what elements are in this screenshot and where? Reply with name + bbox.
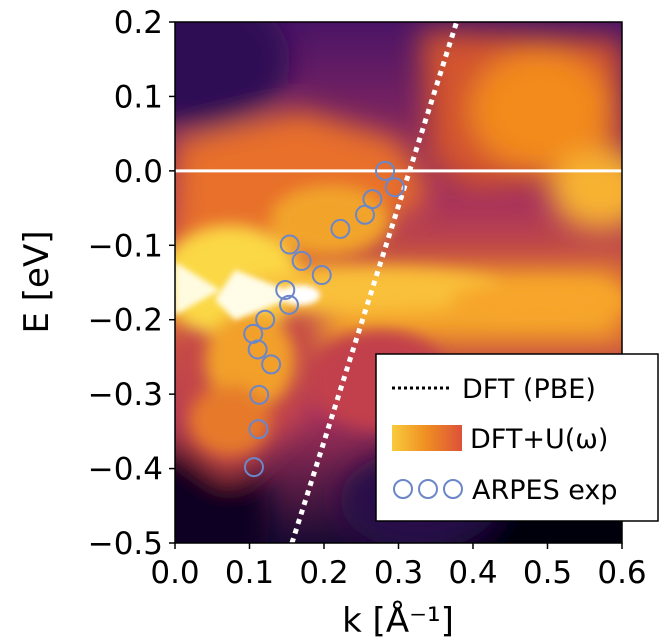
y-tick-label: 0.1: [114, 79, 163, 115]
legend-dftu-label: DFT+U(ω): [470, 424, 608, 455]
x-tick-label: 0.2: [299, 555, 348, 591]
x-tick-label: 0.1: [225, 555, 274, 591]
arpes-point: [384, 177, 405, 198]
y-tick-label: 0.0: [114, 154, 163, 190]
arpes-point: [311, 265, 332, 286]
y-tick-label: −0.5: [88, 526, 163, 562]
arpes-points: [243, 160, 405, 478]
x-tick-label: 0.0: [150, 555, 199, 591]
legend-arpes-swatch: [393, 479, 463, 499]
arpes-point: [354, 204, 375, 225]
legend-pbe-label: DFT (PBE): [462, 374, 596, 405]
arpes-point: [275, 279, 296, 300]
y-tick-label: 0.2: [114, 5, 163, 41]
dft-pbe-line: [289, 21, 459, 544]
arpes-point: [291, 250, 312, 271]
arpes-point: [243, 323, 264, 344]
y-tick-label: −0.1: [88, 228, 163, 264]
x-tick-label: 0.6: [597, 555, 646, 591]
x-axis-label: k [Å⁻¹]: [342, 600, 454, 641]
x-axis-ticks: 0.0 0.1 0.2 0.3 0.4 0.5 0.6: [150, 543, 647, 591]
legend: DFT (PBE) DFT+U(ω) ARPES exp: [375, 353, 659, 522]
x-tick-label: 0.3: [374, 555, 423, 591]
arpes-point: [261, 354, 282, 375]
arpes-point: [330, 218, 351, 239]
legend-arpes-label: ARPES exp: [472, 475, 618, 506]
arpes-point: [279, 234, 300, 255]
arpes-point: [278, 294, 299, 315]
arpes-point: [247, 339, 268, 360]
x-tick-label: 0.5: [523, 555, 572, 591]
arpes-point: [375, 160, 396, 181]
arpes-point: [243, 457, 264, 478]
legend-dftu-swatch: [392, 425, 462, 451]
arpes-point: [255, 309, 276, 330]
legend-box: [375, 353, 659, 522]
arpes-point: [248, 419, 269, 440]
y-tick-label: −0.4: [88, 452, 163, 488]
x-tick-label: 0.4: [448, 555, 497, 591]
y-tick-label: −0.3: [88, 377, 163, 413]
y-axis-label: E [eV]: [17, 231, 57, 334]
arpes-point: [249, 384, 270, 405]
y-tick-label: −0.2: [88, 303, 163, 339]
y-axis-ticks: −0.5 −0.4 −0.3 −0.2 −0.1 0.0 0.1 0.2: [88, 5, 175, 562]
